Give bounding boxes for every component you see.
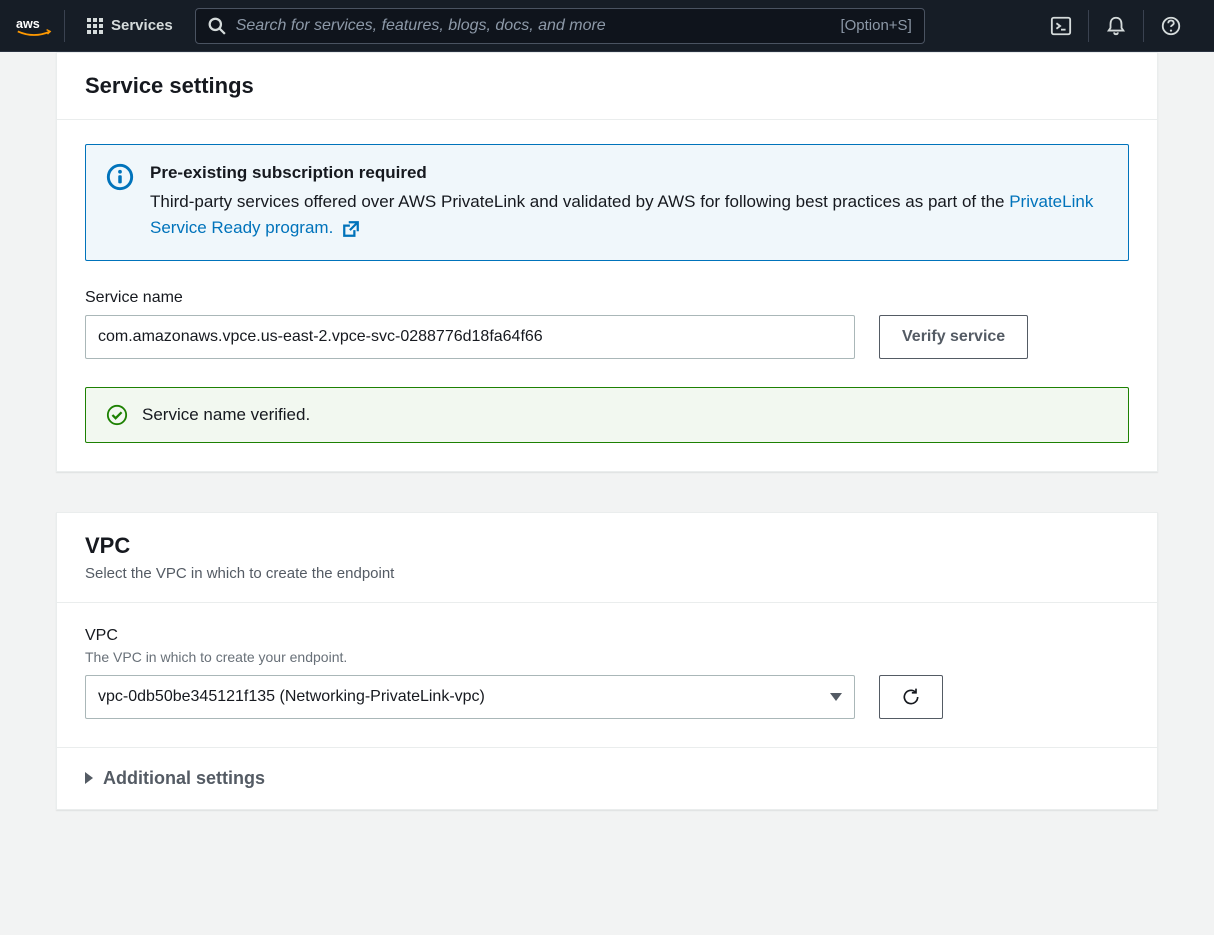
service-name-input[interactable] [85,315,855,359]
aws-logo-icon: aws [16,15,52,37]
verified-success-alert: Service name verified. [85,387,1129,443]
info-alert-title: Pre-existing subscription required [150,163,1108,183]
caret-right-icon [85,772,93,784]
subscription-info-alert: Pre-existing subscription required Third… [85,144,1129,261]
vpc-panel: VPC Select the VPC in which to create th… [56,512,1158,810]
search-input[interactable] [236,17,841,35]
refresh-icon [901,687,921,707]
service-settings-header: Service settings [57,53,1157,120]
notifications-button[interactable] [1088,10,1143,42]
cloudshell-button[interactable] [1034,10,1088,42]
additional-settings-label: Additional settings [103,768,265,789]
search-shortcut-hint: [Option+S] [840,17,911,34]
vpc-panel-header: VPC Select the VPC in which to create th… [57,513,1157,603]
info-alert-body-text: Third-party services offered over AWS Pr… [150,192,1009,211]
vpc-select[interactable]: vpc-0db50be345121f135 (Networking-Privat… [85,675,855,719]
vpc-panel-title: VPC [85,533,1129,559]
cloudshell-icon [1050,15,1072,37]
external-link-icon [342,220,360,238]
page-content: Service settings Pre-existing subscripti… [0,52,1214,890]
info-icon [106,163,134,242]
check-circle-icon [106,404,128,426]
vpc-panel-body: VPC The VPC in which to create your endp… [57,603,1157,747]
aws-logo[interactable]: aws [16,10,65,42]
vpc-field-help: The VPC in which to create your endpoint… [85,649,1129,665]
help-icon [1160,15,1182,37]
vpc-panel-subtitle: Select the VPC in which to create the en… [85,565,1129,582]
grid-icon [87,18,103,34]
verify-service-button[interactable]: Verify service [879,315,1028,359]
vpc-field-label: VPC [85,627,1129,645]
topnav-right-icons [1034,10,1198,42]
additional-settings-expander[interactable]: Additional settings [57,747,1157,809]
vpc-select-row: vpc-0db50be345121f135 (Networking-Privat… [85,675,1129,719]
global-search[interactable]: [Option+S] [195,8,925,44]
vpc-select-value: vpc-0db50be345121f135 (Networking-Privat… [98,688,485,706]
service-settings-body: Pre-existing subscription required Third… [57,120,1157,471]
verified-success-text: Service name verified. [142,405,310,425]
services-menu-button[interactable]: Services [77,11,183,40]
service-name-label: Service name [85,289,1129,307]
search-icon [208,17,226,35]
service-name-row: Verify service [85,315,1129,359]
services-label: Services [111,17,173,34]
info-alert-content: Pre-existing subscription required Third… [150,163,1108,242]
svg-text:aws: aws [16,16,40,30]
refresh-vpc-button[interactable] [879,675,943,719]
top-navigation: aws Services [Option+S] [0,0,1214,52]
chevron-down-icon [830,693,842,701]
info-alert-body: Third-party services offered over AWS Pr… [150,189,1108,242]
service-settings-title: Service settings [85,73,1129,99]
help-button[interactable] [1143,10,1198,42]
bell-icon [1105,15,1127,37]
service-settings-panel: Service settings Pre-existing subscripti… [56,52,1158,472]
